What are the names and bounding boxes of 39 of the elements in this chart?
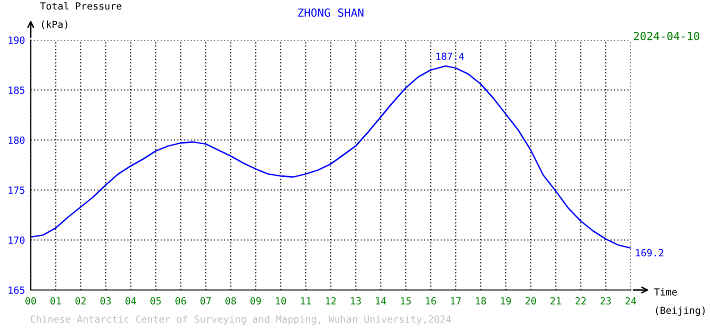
x-tick-label: 09 (250, 297, 261, 305)
x-tick-label: 23 (600, 297, 611, 305)
x-tick-label: 17 (451, 297, 461, 304)
x-tick-label: 10 (276, 297, 286, 305)
y-tick-label: 170 (8, 236, 25, 244)
x-tick-label: 04 (125, 297, 136, 305)
text: Chinese Antarctic Center of Surveying and Mapping, Wuhan University,2024 (30, 315, 451, 325)
x-tick-label: 01 (50, 297, 61, 305)
y-tick-label: 180 (8, 136, 25, 144)
x-tick-label: 18 (476, 297, 486, 305)
x-tick-label: 11 (301, 297, 311, 304)
chart-title: ZHONG SHAN (298, 8, 364, 17)
x-tick-label: 24 (626, 297, 636, 304)
x-tick-label: 05 (150, 297, 161, 305)
x-tick-label: 12 (326, 297, 336, 304)
text: 2024-04-10 (634, 32, 700, 40)
x-tick-label: 14 (376, 297, 386, 304)
x-tick-label: 19 (501, 297, 511, 305)
y-axis-title: Total Pressure (kPa) (40, 2, 122, 30)
line-series (30, 65, 631, 249)
x-tick-label: 02 (75, 297, 86, 305)
x-tick-label: 16 (426, 297, 436, 305)
x-tick-label: 03 (100, 297, 111, 305)
x-tick-label: 00 (25, 297, 36, 305)
x-tick-label: 06 (175, 297, 186, 305)
y-tick-label: 165 (8, 286, 24, 294)
x-tick-label: 13 (351, 297, 361, 305)
y-tick-label: 185 (8, 86, 24, 94)
y-tick-label: 175 (8, 186, 24, 194)
x-axis-title: Time (Beijing) (654, 288, 705, 316)
x-tick-label: 08 (225, 297, 236, 305)
data-label: 187.4 (436, 52, 464, 60)
data-label: 169.2 (636, 249, 664, 256)
x-tick-label: 20 (526, 297, 536, 305)
x-tick-label: 21 (550, 297, 561, 304)
x-tick-label: 15 (401, 297, 411, 305)
x-tick-label: 22 (576, 297, 586, 304)
x-tick-label: 07 (200, 297, 211, 305)
y-tick-label: 190 (8, 36, 25, 44)
